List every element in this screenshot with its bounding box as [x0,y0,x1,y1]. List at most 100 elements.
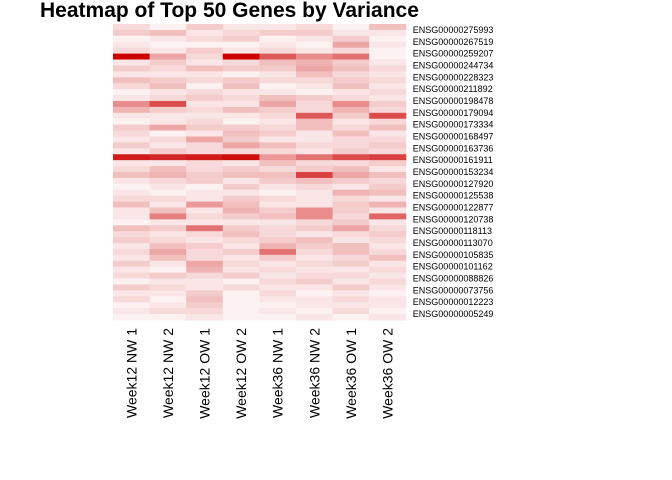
heatmap-cell [186,100,224,108]
row-label: ENSG00000088826 [413,274,494,284]
heatmap-cell [186,272,224,280]
heatmap-cell [222,106,260,114]
heatmap-cell [113,225,151,232]
heatmap-cell [332,296,370,303]
heatmap-cell [149,136,187,143]
heatmap-cell [149,154,187,161]
heatmap-cell [113,237,151,244]
heatmap-cell [296,195,334,203]
heatmap-cell [222,148,260,155]
heatmap-cell [113,219,151,226]
heatmap-cell [332,136,370,143]
heatmap-cell [149,166,187,173]
heatmap-cell [222,142,260,149]
heatmap-cell [222,260,260,268]
heatmap-cell [149,260,187,268]
heatmap-cell [296,201,334,209]
heatmap-cell [332,308,370,315]
heatmap-cell [113,71,151,78]
heatmap-cell [296,24,334,31]
heatmap-cell [149,219,187,226]
heatmap-cell [186,260,224,268]
heatmap-cell [149,213,187,220]
heatmap-cell [113,136,151,143]
heatmap-cell [186,29,224,37]
heatmap-cell [332,148,370,155]
heatmap-cell [259,213,297,220]
heatmap-cell [149,314,187,321]
heatmap-cell [296,154,334,161]
heatmap-cell [222,278,260,285]
heatmap-cell [369,183,407,191]
heatmap-cell [113,254,151,262]
heatmap-cell [259,237,297,244]
heatmap-cell [369,189,407,197]
heatmap-cell [332,172,370,179]
heatmap-cell [186,160,224,167]
heatmap-cell [222,248,260,256]
heatmap-cell [113,29,151,37]
row-label: ENSG00000179094 [413,108,494,118]
heatmap-cell [259,35,297,43]
heatmap-cell [222,177,260,185]
heatmap-cell [149,53,187,61]
heatmap-cell [113,195,151,203]
heatmap-cell [222,100,260,108]
heatmap-cell [149,47,187,55]
heatmap-cell [259,290,297,297]
heatmap-cell [259,124,297,132]
heatmap-cell [149,142,187,149]
heatmap-cell [222,53,260,61]
heatmap-cell [149,177,187,185]
heatmap-cell [222,266,260,274]
heatmap-cell [149,231,187,238]
heatmap-cell [149,248,187,256]
heatmap-cell [186,207,224,214]
heatmap-cell [296,177,334,185]
heatmap-cell [332,89,370,96]
heatmap-cell [296,112,334,120]
heatmap-cell [296,106,334,114]
heatmap-cell [296,284,334,291]
heatmap-cell [369,53,407,61]
heatmap-cell [222,24,260,31]
heatmap-cell [296,308,334,315]
heatmap-cell [332,278,370,285]
heatmap-cell [369,118,407,126]
heatmap-cell [113,308,151,315]
heatmap-cell [369,302,407,309]
heatmap-cell [332,124,370,132]
heatmap-cell [222,35,260,43]
heatmap-cell [186,296,224,303]
heatmap-cell [113,213,151,220]
heatmap-cell [186,47,224,55]
heatmap-cell [222,172,260,179]
heatmap-cell [332,248,370,256]
heatmap-cell [222,231,260,238]
heatmap-cell [186,278,224,285]
row-label: ENSG00000118113 [413,226,492,236]
heatmap-cell [113,112,151,120]
heatmap-cell [222,290,260,297]
heatmap-cell [186,112,224,120]
heatmap-cell [186,118,224,126]
heatmap-cell [259,278,297,285]
heatmap-cell [113,106,151,114]
heatmap-cell [259,166,297,173]
heatmap-cell [149,195,187,203]
heatmap-cell [259,260,297,268]
row-label: ENSG00000244734 [413,60,494,70]
heatmap-cell [149,29,187,37]
heatmap-cell [222,130,260,137]
heatmap-cell [296,118,334,126]
heatmap-cell [149,100,187,108]
heatmap-cell [369,314,407,321]
heatmap-cell [332,260,370,268]
heatmap-cell [222,166,260,173]
heatmap-cell [113,53,151,61]
heatmap-cell [113,266,151,274]
heatmap-cell [259,148,297,155]
heatmap-cell [369,24,407,31]
heatmap-cell [259,248,297,256]
heatmap-cell [369,59,407,66]
